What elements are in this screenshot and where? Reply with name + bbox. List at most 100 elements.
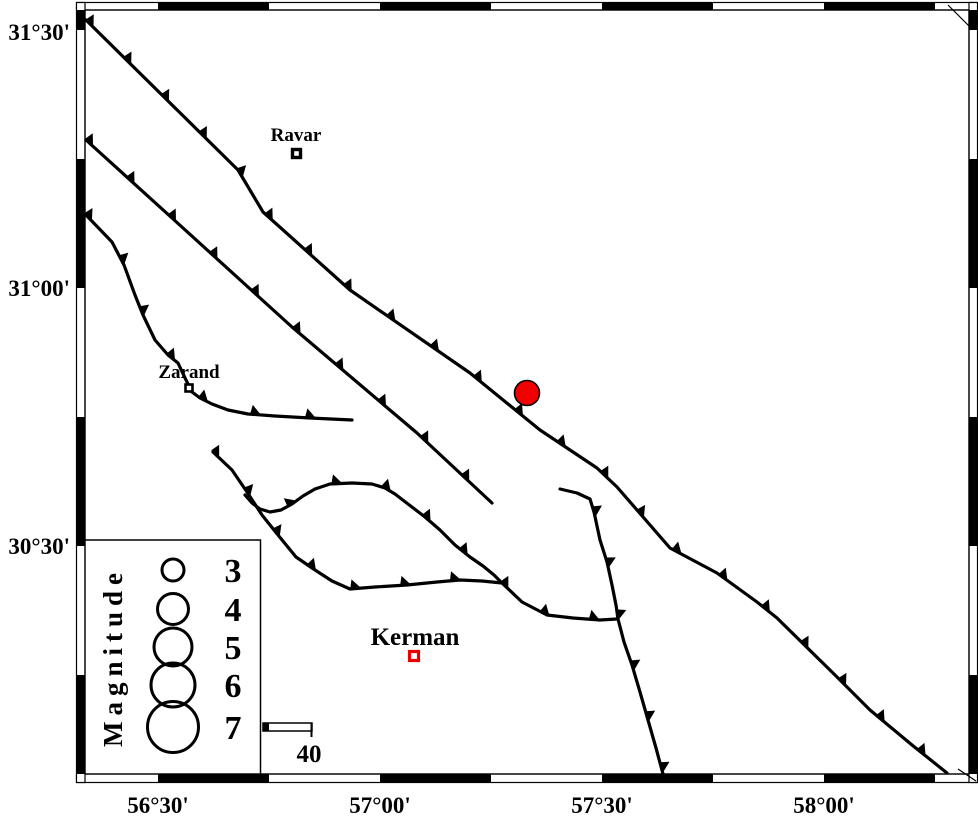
fault-tooth: [211, 444, 220, 458]
frame-black-segment-right: [969, 10, 978, 30]
fault-tooth: [331, 474, 343, 484]
city-marker-zarand: [184, 383, 194, 393]
map-border: [84, 9, 970, 775]
legend-magnitude-circle: [149, 661, 197, 709]
fault-tooth: [84, 208, 93, 222]
fault-line-kuhbanan-upper-branch: [243, 481, 504, 585]
fault-tooth: [250, 283, 259, 297]
fault-tooth: [381, 478, 391, 492]
fault-tooth: [306, 557, 316, 571]
frame-black-segment-right: [969, 675, 978, 774]
fault-tooth: [166, 347, 176, 361]
fault-tooth: [636, 504, 646, 518]
legend-magnitude-value: 5: [225, 630, 242, 667]
x-axis-tick-label: 58°00': [793, 793, 855, 816]
city-marker-ravar: [290, 147, 303, 160]
fault-tooth: [429, 338, 440, 352]
fault-tooth: [645, 710, 656, 722]
y-axis-tick-label: 31°30': [8, 20, 70, 45]
legend-magnitude-value: 3: [225, 553, 242, 590]
fault-tooth: [761, 599, 770, 613]
fault-tooth: [139, 304, 150, 317]
scalebar-label: 40: [297, 741, 322, 768]
frame-black-segment-bottom: [158, 774, 269, 783]
frame-black-segment-top: [602, 2, 713, 10]
epicenter-circle: [513, 379, 541, 407]
fault-tooth: [292, 321, 301, 335]
fault-tooth: [539, 603, 550, 617]
fault-tooth: [606, 557, 616, 569]
x-axis-tick-label: 56°30': [127, 793, 189, 816]
scalebar-black-cap: [263, 723, 269, 731]
fault-line-parallel-thrust: [84, 138, 494, 505]
legend-magnitude-circle: [146, 700, 200, 754]
frame-band-right: [968, 1, 978, 784]
fault-tooth: [198, 125, 207, 140]
fault-line-kuhbanan-lower: [211, 450, 619, 622]
fault-tooth: [800, 635, 809, 649]
legend-magnitude-value: 7: [225, 710, 242, 747]
legend-magnitude-value: 6: [225, 668, 242, 705]
frame-black-segment-top: [158, 2, 269, 10]
fault-tooth: [616, 609, 627, 621]
legend-magnitude-value: 4: [225, 592, 242, 629]
fault-tooth: [916, 742, 926, 756]
fault-tooth: [630, 659, 641, 671]
frame-black-segment-left: [76, 10, 85, 30]
city-label-ravar: Ravar: [271, 125, 322, 146]
fault-tooth: [283, 498, 297, 508]
y-axis-tick-label: 31°00': [8, 276, 70, 301]
frame-black-segment-top: [824, 2, 935, 10]
fault-tooth: [400, 575, 412, 586]
fault-tooth: [514, 403, 523, 417]
frame-black-segment-right: [969, 159, 978, 288]
frame-corner-miter: [957, 768, 977, 782]
fault-tooth: [420, 430, 429, 444]
fault-tooth: [85, 14, 94, 28]
y-axis-tick-label: 30°30': [8, 534, 70, 559]
fault-line-north-south-fault: [558, 487, 665, 776]
fault-tooth: [167, 208, 176, 222]
fault-tooth: [671, 541, 682, 555]
fault-tooth: [84, 133, 94, 147]
fault-tooth: [334, 357, 344, 371]
fault-tooth: [264, 207, 273, 221]
fault-tooth: [500, 575, 509, 590]
legend-box: [83, 539, 262, 777]
frame-black-segment-left: [76, 159, 85, 288]
legend-magnitude-circle: [152, 626, 194, 668]
fault-tooth: [161, 88, 170, 102]
fault-tooth: [343, 278, 352, 292]
fault-tooth: [473, 369, 482, 383]
fault-tooth: [250, 404, 262, 415]
city-marker-kerman: [407, 649, 421, 663]
fault-tooth: [592, 505, 602, 517]
fault-tooth: [556, 434, 566, 448]
frame-black-segment-bottom: [380, 774, 491, 783]
fault-tooth: [272, 524, 282, 538]
legend-magnitude-circle: [156, 592, 190, 626]
fault-line-zarand-fault: [84, 213, 354, 422]
frame-band-left: [75, 1, 86, 784]
fault-tooth: [236, 165, 247, 178]
fault-tooth: [449, 571, 461, 581]
x-axis-tick-label: 57°00': [349, 793, 411, 816]
legend-magnitude-circle: [160, 557, 186, 583]
fault-tooth: [350, 579, 362, 589]
frame-black-segment-right: [969, 417, 978, 546]
fault-tooth: [377, 393, 387, 407]
frame-black-segment-top: [380, 2, 491, 10]
scalebar: [262, 722, 313, 732]
fault-tooth: [422, 508, 431, 522]
fault-tooth: [304, 408, 316, 419]
fault-tooth: [386, 308, 396, 322]
fault-tooth: [461, 468, 470, 482]
fault-tooth: [600, 465, 609, 479]
fault-tooth: [838, 672, 847, 687]
fault-tooth: [459, 542, 468, 556]
fault-tooth: [659, 761, 670, 773]
frame-corner-miter: [947, 4, 973, 30]
fault-tooth: [718, 567, 728, 581]
